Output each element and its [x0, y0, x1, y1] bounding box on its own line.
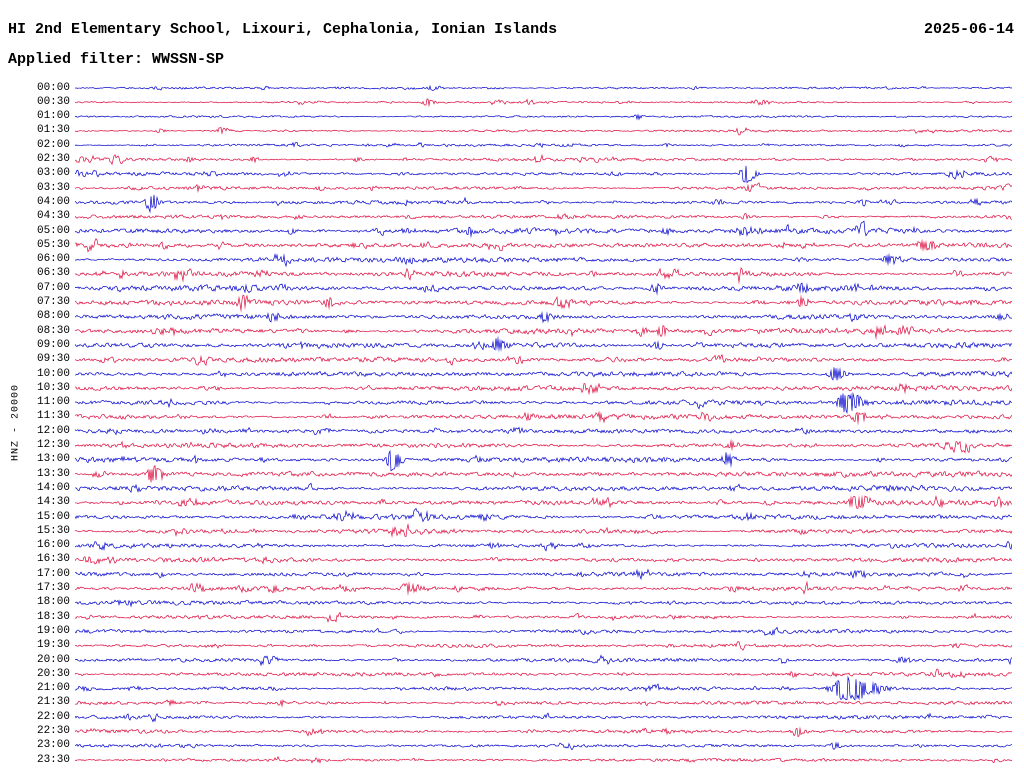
seismogram-canvas — [75, 75, 1012, 775]
time-label: 23:30 — [36, 753, 70, 766]
station-title: HI 2nd Elementary School, Lixouri, Cepha… — [8, 21, 558, 38]
time-label: 13:00 — [36, 453, 70, 466]
time-label: 02:30 — [36, 153, 70, 165]
time-label: 21:30 — [36, 696, 70, 709]
time-label: 16:30 — [36, 553, 70, 566]
time-label: 09:00 — [36, 338, 70, 351]
time-label: 11:00 — [36, 396, 70, 409]
time-label: 06:00 — [36, 253, 70, 266]
time-label: 09:30 — [36, 353, 70, 366]
time-label: 10:00 — [36, 367, 70, 380]
time-label: 20:00 — [36, 653, 70, 666]
time-label: 16:00 — [36, 539, 70, 552]
filter-label: Applied filter: WWSSN-SP — [8, 51, 225, 68]
time-label: 04:30 — [36, 210, 70, 223]
time-label: 17:30 — [36, 582, 70, 594]
time-label: 05:00 — [36, 224, 70, 237]
time-label: 21:00 — [36, 682, 70, 695]
time-label: 12:00 — [36, 424, 70, 437]
time-label: 17:00 — [36, 567, 70, 580]
time-label: 12:30 — [36, 439, 70, 451]
time-label: 14:30 — [36, 496, 70, 509]
time-label: 00:30 — [36, 95, 70, 108]
time-label: 15:00 — [36, 510, 70, 523]
time-label: 06:30 — [36, 267, 70, 280]
time-label: 10:30 — [36, 381, 70, 394]
time-label: 02:00 — [36, 138, 70, 151]
time-label: 19:30 — [36, 639, 70, 652]
time-label: 11:30 — [36, 410, 70, 423]
time-label: 18:30 — [36, 610, 70, 623]
time-label: 04:00 — [36, 195, 70, 208]
time-label: 22:30 — [36, 725, 70, 737]
time-label: 14:00 — [36, 481, 70, 494]
time-label: 15:30 — [36, 524, 70, 537]
time-label: 01:30 — [36, 124, 70, 137]
time-label: 19:00 — [36, 624, 70, 637]
time-label: 20:30 — [36, 667, 70, 680]
time-label: 03:30 — [36, 181, 70, 194]
time-label: 07:30 — [36, 296, 70, 308]
time-label: 08:00 — [36, 310, 70, 323]
time-label: 05:30 — [36, 238, 70, 251]
time-label: 22:00 — [36, 710, 70, 723]
time-label: 23:00 — [36, 739, 70, 752]
time-label: 03:00 — [36, 167, 70, 180]
date-label: 2025-06-14 — [923, 21, 1014, 38]
time-label: 08:30 — [36, 324, 70, 337]
time-label: 01:00 — [36, 110, 70, 123]
time-label: 18:00 — [36, 596, 70, 609]
time-label: 07:00 — [36, 281, 70, 294]
time-label: 13:30 — [36, 467, 70, 480]
y-axis-label: HNZ - 20000 — [10, 384, 22, 462]
time-label: 00:00 — [36, 81, 70, 94]
